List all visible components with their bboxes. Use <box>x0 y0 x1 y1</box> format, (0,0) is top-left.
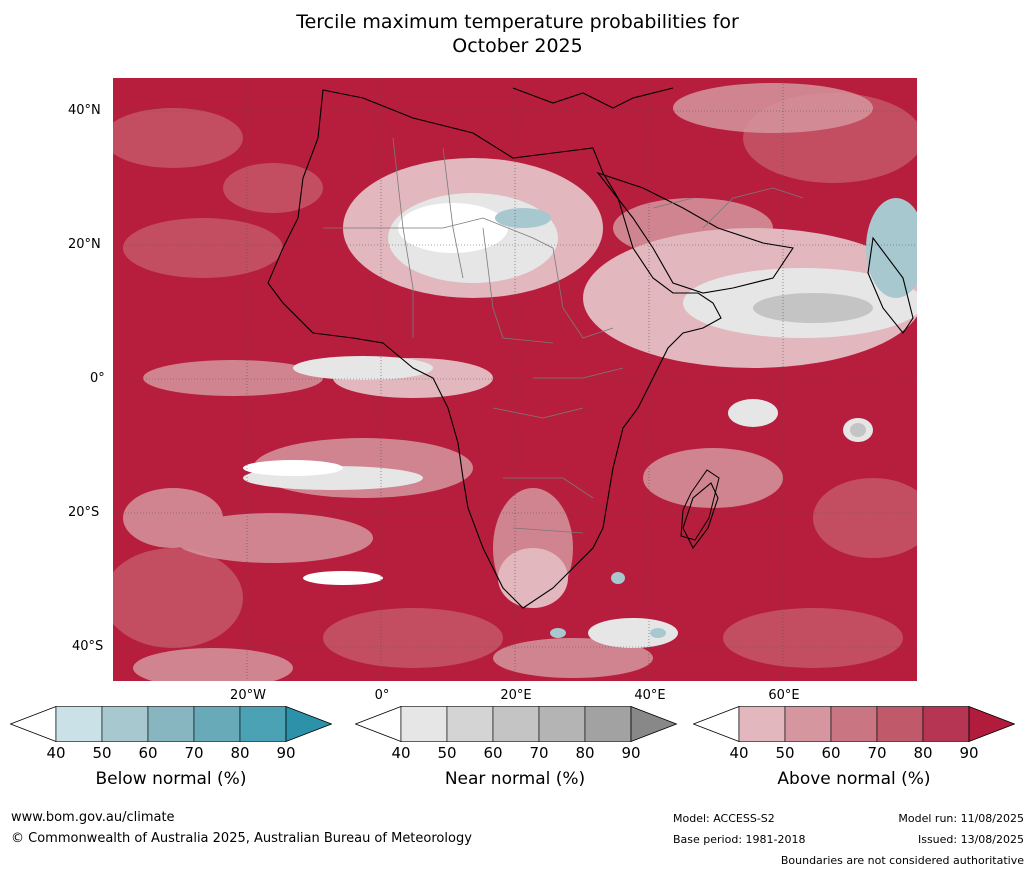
near-normal-swatch-4 <box>538 706 586 742</box>
near-tick-70: 70 <box>529 744 549 762</box>
lat-label-0: 0° <box>90 371 105 386</box>
issued-text: Issued: 13/08/2025 <box>917 833 1024 846</box>
above-tick-90: 90 <box>959 744 979 762</box>
below-normal-swatch-5 <box>239 706 287 742</box>
above-normal-swatch-max <box>968 706 1015 742</box>
above-normal-swatch-5 <box>922 706 970 742</box>
disclaimer-text: Boundaries are not considered authoritat… <box>780 854 1024 867</box>
above-tick-60: 60 <box>821 744 841 762</box>
above-normal-colorbar <box>693 706 1015 742</box>
above-tick-40: 40 <box>729 744 749 762</box>
near-tick-80: 80 <box>575 744 595 762</box>
below-tick-60: 60 <box>138 744 158 762</box>
below-normal-swatch-1 <box>55 706 103 742</box>
above-normal-swatch-4 <box>876 706 924 742</box>
lat-label-20s: 20°S <box>68 505 100 520</box>
lon-label-60e: 60°E <box>768 688 800 703</box>
near-tick-60: 60 <box>483 744 503 762</box>
below-tick-90: 90 <box>276 744 296 762</box>
below-normal-swatch-2 <box>101 706 149 742</box>
below-tick-50: 50 <box>92 744 112 762</box>
lon-label-20e: 20°E <box>500 688 532 703</box>
below-normal-swatch-min <box>10 706 57 742</box>
lon-label-0: 0° <box>374 688 390 703</box>
lat-label-40s: 40°S <box>72 639 104 654</box>
below-normal-swatch-3 <box>147 706 195 742</box>
near-normal-swatch-min <box>355 706 402 742</box>
map-title: Tercile maximum temperature probabilitie… <box>0 10 1035 58</box>
below-normal-swatch-max <box>285 706 332 742</box>
lat-label-40n: 40°N <box>68 103 101 118</box>
near-normal-label: Near normal (%) <box>444 769 586 789</box>
near-tick-90: 90 <box>621 744 641 762</box>
base-period-text: Base period: 1981-2018 <box>673 833 806 846</box>
near-normal-swatch-max <box>630 706 677 742</box>
lat-label-20n: 20°N <box>68 237 101 252</box>
above-tick-70: 70 <box>867 744 887 762</box>
website-link[interactable]: www.bom.gov.au/climate <box>11 810 175 825</box>
lon-label-20w: 20°W <box>230 688 266 703</box>
above-normal-swatch-1 <box>738 706 786 742</box>
above-tick-80: 80 <box>913 744 933 762</box>
below-tick-70: 70 <box>184 744 204 762</box>
lon-label-40e: 40°E <box>634 688 666 703</box>
near-normal-swatch-5 <box>584 706 632 742</box>
above-tick-50: 50 <box>775 744 795 762</box>
below-tick-80: 80 <box>230 744 250 762</box>
below-normal-swatch-4 <box>193 706 241 742</box>
probability-map <box>113 78 917 681</box>
above-normal-swatch-min <box>693 706 740 742</box>
near-tick-50: 50 <box>437 744 457 762</box>
copyright-text: © Commonwealth of Australia 2025, Austra… <box>11 831 472 846</box>
near-normal-swatch-2 <box>446 706 494 742</box>
model-text: Model: ACCESS-S2 <box>673 812 775 825</box>
below-normal-colorbar <box>10 706 332 742</box>
above-normal-swatch-2 <box>784 706 832 742</box>
title-line-2: October 2025 <box>452 35 583 57</box>
above-normal-swatch-3 <box>830 706 878 742</box>
map-canvas <box>113 78 917 681</box>
title-line-1: Tercile maximum temperature probabilitie… <box>296 11 739 33</box>
below-tick-40: 40 <box>46 744 66 762</box>
near-normal-colorbar <box>355 706 677 742</box>
above-normal-label: Above normal (%) <box>777 769 931 789</box>
near-normal-swatch-1 <box>400 706 448 742</box>
near-normal-swatch-3 <box>492 706 540 742</box>
near-tick-40: 40 <box>391 744 411 762</box>
below-normal-label: Below normal (%) <box>95 769 247 789</box>
model-run-text: Model run: 11/08/2025 <box>898 812 1024 825</box>
